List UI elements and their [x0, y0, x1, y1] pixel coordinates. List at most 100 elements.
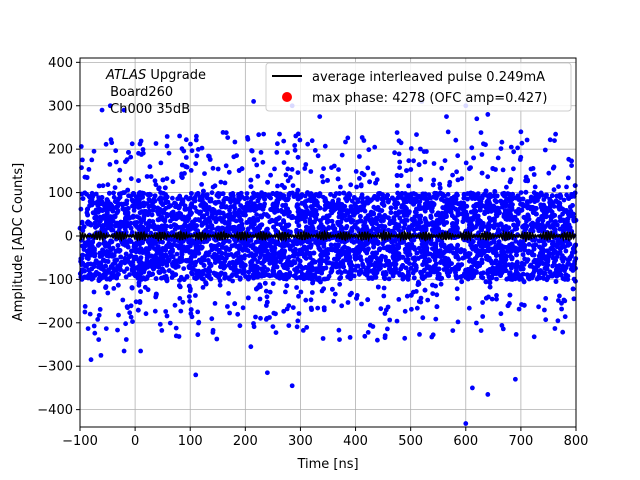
scatter-point [228, 204, 234, 210]
scatter-point [251, 157, 257, 163]
scatter-point [107, 190, 112, 196]
scatter-point [111, 194, 117, 200]
scatter-point [162, 185, 168, 191]
scatter-point [144, 276, 150, 281]
scatter-point [131, 208, 137, 213]
scatter-point [257, 255, 263, 260]
scatter-point [160, 239, 166, 245]
scatter-point [328, 242, 334, 248]
scatter-point [289, 167, 295, 172]
scatter-point [246, 269, 252, 275]
scatter-point [270, 281, 276, 286]
scatter-point [526, 242, 532, 247]
scatter-point [248, 177, 254, 183]
scatter-point [438, 281, 444, 287]
scatter-point [233, 252, 239, 258]
scatter-point [500, 167, 506, 173]
scatter-point [565, 175, 571, 181]
scatter-point [487, 284, 493, 290]
scatter-point [572, 183, 578, 189]
scatter-point [153, 276, 159, 281]
scatter-point [144, 257, 150, 263]
scatter-point [516, 306, 522, 312]
scatter-point [365, 165, 371, 171]
scatter-point [335, 176, 341, 182]
scatter-point [317, 247, 323, 253]
scatter-point [98, 218, 103, 224]
scatter-point [110, 245, 116, 251]
scatter-point [97, 307, 103, 312]
scatter-point [528, 166, 534, 172]
scatter-point [284, 283, 290, 289]
scatter-point [422, 159, 428, 165]
scatter-point [302, 219, 308, 224]
scatter-point [475, 253, 480, 259]
scatter-point [170, 195, 175, 201]
scatter-point [146, 196, 152, 202]
scatter-point [557, 293, 562, 299]
scatter-point [564, 192, 569, 198]
scatter-point [218, 179, 224, 185]
scatter-point [492, 189, 498, 194]
scatter-point [397, 215, 403, 221]
scatter-point [494, 276, 499, 282]
scatter-point [123, 251, 129, 257]
scatter-point [158, 190, 164, 196]
scatter-point [425, 196, 430, 202]
scatter-point [459, 279, 465, 285]
scatter-point [228, 191, 234, 197]
scatter-point [233, 218, 239, 224]
scatter-point [518, 190, 524, 196]
scatter-point [565, 216, 570, 222]
scatter-point [80, 196, 86, 202]
scatter-point [563, 248, 569, 254]
scatter-point [521, 279, 527, 285]
scatter-point [361, 264, 366, 270]
scatter-point [561, 197, 567, 203]
scatter-point [394, 183, 400, 188]
scatter-point [332, 291, 338, 297]
scatter-point [80, 252, 86, 258]
scatter-point [386, 215, 391, 221]
scatter-point [199, 182, 205, 187]
scatter-point [504, 184, 509, 190]
scatter-point [228, 199, 234, 205]
scatter-point [207, 219, 213, 225]
scatter-point [127, 272, 132, 277]
scatter-point [380, 241, 385, 247]
scatter-point [348, 182, 354, 188]
scatter-point [544, 248, 550, 254]
scatter-point [209, 190, 215, 196]
scatter-point [307, 255, 313, 260]
scatter-point [189, 191, 194, 196]
scatter-point [524, 218, 529, 224]
scatter-point [483, 279, 489, 285]
scatter-point [163, 192, 169, 197]
scatter-point [532, 184, 538, 190]
scatter-point [124, 266, 130, 272]
scatter-point [244, 191, 250, 196]
scatter-point [381, 245, 387, 251]
scatter-point [109, 227, 114, 233]
scatter-point [188, 307, 194, 312]
scatter-point [153, 182, 159, 188]
scatter-point [551, 187, 557, 193]
scatter-point [148, 230, 154, 236]
scatter-point [111, 190, 116, 196]
scatter-point [174, 251, 180, 257]
scatter-point [181, 266, 187, 271]
scatter-point [226, 275, 231, 281]
scatter-point [186, 239, 191, 245]
scatter-point [386, 227, 391, 233]
scatter-point [140, 147, 146, 152]
scatter-point [237, 275, 243, 281]
scatter-point [226, 252, 231, 258]
scatter-point [129, 230, 135, 235]
scatter-point [303, 297, 309, 303]
scatter-point [489, 296, 495, 302]
scatter-point [408, 292, 414, 298]
scatter-point [411, 227, 417, 233]
scatter-point [223, 163, 229, 169]
scatter-point [100, 183, 106, 189]
scatter-point [128, 154, 134, 160]
